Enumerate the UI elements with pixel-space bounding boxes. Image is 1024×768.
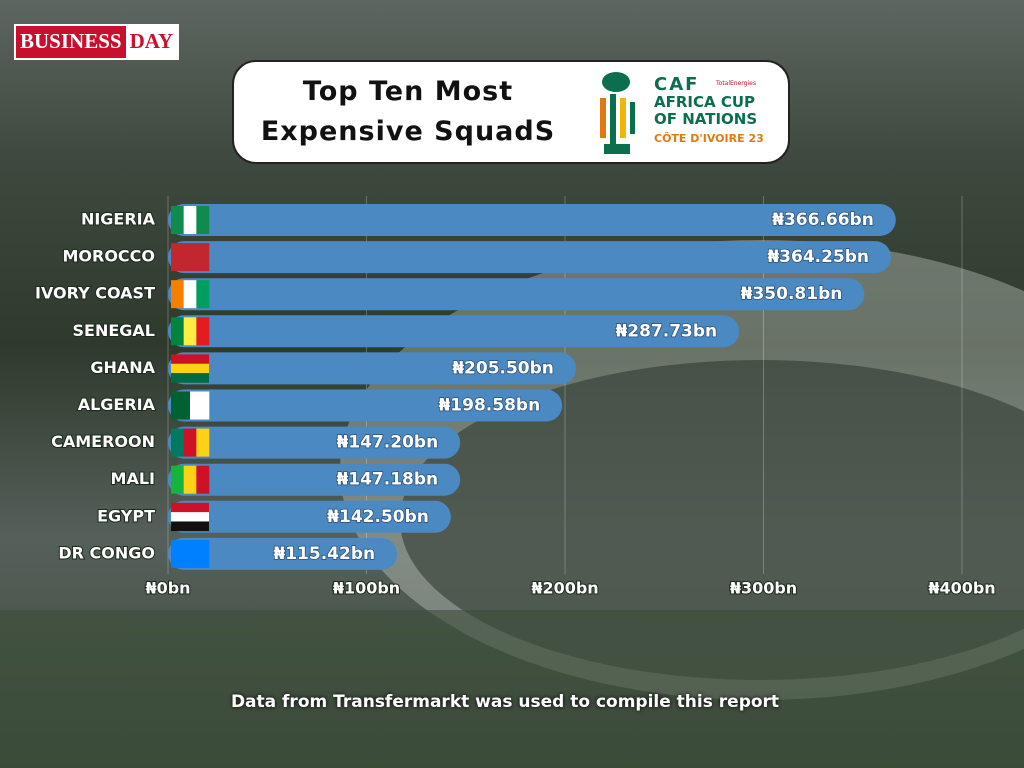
category-label: GHANA (90, 358, 155, 377)
flag-stripe (196, 428, 210, 457)
x-tick-label: ₦0bn (145, 579, 190, 598)
x-tick-label: ₦300bn (730, 579, 797, 598)
flag (171, 539, 210, 568)
flag (171, 280, 210, 309)
value-label: ₦142.50bn (327, 507, 429, 527)
flag (171, 354, 209, 383)
flag (171, 428, 210, 457)
flag-stripe (171, 373, 209, 383)
bar (168, 278, 865, 311)
flag-stripe (171, 428, 184, 457)
flag-stripe (171, 465, 184, 494)
flag-stripe (196, 317, 210, 346)
value-label: ₦147.20bn (336, 433, 438, 453)
flag-stripe (196, 465, 210, 494)
flag-stripe (171, 391, 191, 420)
bar (168, 537, 398, 570)
bar (168, 389, 563, 422)
logo-host: CÔTE D'IVOIRE 23 (654, 132, 764, 145)
flag (171, 206, 210, 234)
bar (168, 463, 461, 496)
brand-part: DAY (129, 29, 174, 53)
flag-stripe (183, 206, 197, 234)
x-tick-label: ₦400bn (928, 579, 995, 598)
stadium-bowl (400, 360, 1024, 680)
flag (171, 465, 210, 494)
category-label: MOROCCO (62, 247, 155, 266)
bar (168, 315, 740, 348)
category-label: SENEGAL (73, 321, 155, 340)
brand-logo: BUSINESS DAY (14, 24, 180, 60)
x-tick-label: ₦100bn (333, 579, 400, 598)
flag (171, 317, 210, 346)
value-label: ₦364.25bn (767, 247, 869, 267)
flag-stripe (183, 465, 197, 494)
flag (171, 502, 209, 532)
flag-stripe (171, 521, 209, 532)
brand-part: BUSINESS (16, 26, 126, 58)
flag-stripe (171, 539, 210, 568)
value-label: ₦198.58bn (438, 396, 540, 416)
bar (168, 500, 451, 533)
flag-stripe (171, 512, 209, 522)
afcon-logo: CAF TotalEnergies AFRICA CUP OF NATIONS … (586, 68, 776, 160)
value-label: ₦205.50bn (452, 358, 554, 378)
category-label: NIGERIA (81, 210, 156, 229)
flag-stripe (171, 243, 210, 272)
category-label: EGYPT (97, 506, 155, 525)
flag-stripe (171, 363, 209, 374)
flag-stripe (171, 280, 184, 309)
flag-stripe (171, 317, 184, 346)
bar (168, 352, 576, 385)
category-label: MALI (111, 469, 155, 488)
flag-stripe (196, 280, 210, 309)
x-tick-label: ₦200bn (531, 579, 598, 598)
value-label: ₦287.73bn (615, 321, 717, 341)
bar (168, 241, 892, 274)
flag-stripe (171, 502, 209, 513)
flag (171, 243, 210, 272)
flag-stripe (171, 354, 209, 365)
logo-sponsor: TotalEnergies (716, 80, 756, 87)
flag-stripe (171, 206, 184, 234)
flag-stripe (190, 391, 210, 420)
value-label: ₦147.18bn (336, 470, 438, 490)
chart-title: Top Ten Most Expensive SquadS (260, 76, 556, 147)
bar (168, 426, 461, 459)
category-label: IVORY COAST (35, 284, 155, 303)
title-box: Top Ten Most Expensive SquadS CAF TotalE… (232, 60, 790, 164)
trophy-icon (600, 72, 635, 154)
grounds (0, 610, 1024, 768)
flag-stripe (183, 317, 197, 346)
value-label: ₦366.66bn (772, 210, 874, 230)
source-note: Data from Transfermarkt was used to comp… (230, 692, 780, 712)
logo-name: AFRICA CUP OF NATIONS (654, 93, 758, 128)
flag-stripe (196, 206, 210, 234)
category-label: CAMEROON (51, 432, 155, 451)
category-label: ALGERIA (78, 395, 156, 414)
flag-stripe (183, 280, 197, 309)
flag-stripe (183, 428, 197, 457)
logo-caf: CAF (654, 74, 700, 95)
flag (171, 391, 210, 420)
value-label: ₦350.81bn (741, 284, 843, 304)
bar (168, 204, 896, 236)
value-label: ₦115.42bn (273, 544, 375, 564)
category-label: DR CONGO (58, 543, 155, 562)
